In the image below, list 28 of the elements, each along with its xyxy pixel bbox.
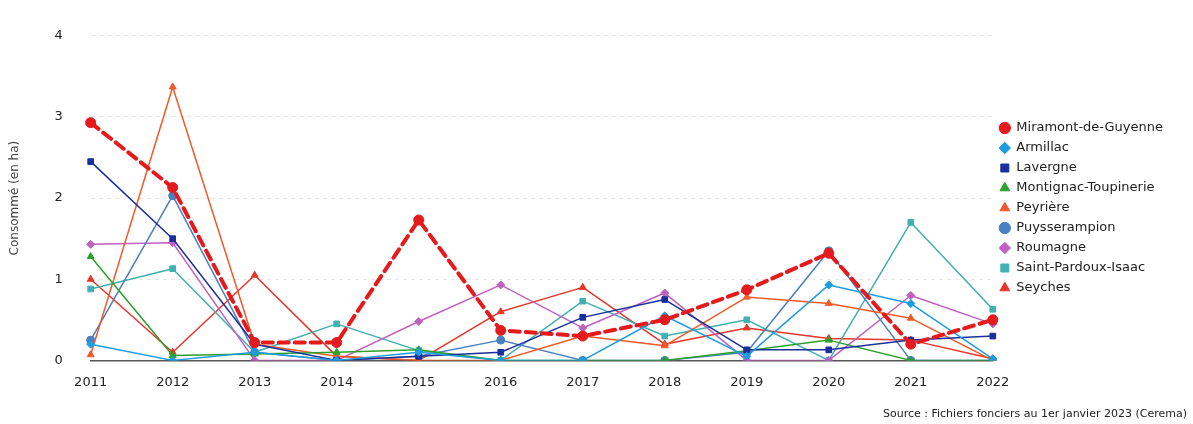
legend-label: Seyches xyxy=(1016,279,1071,295)
legend-label: Saint-Pardoux-Isaac xyxy=(1016,259,1146,275)
x-tick-label: 2012 xyxy=(156,373,190,389)
x-tick-label: 2018 xyxy=(648,373,682,389)
y-tick-label: 4 xyxy=(54,27,63,43)
x-tick-label: 2014 xyxy=(320,373,354,389)
y-tick-label: 2 xyxy=(54,189,63,205)
y-tick-label: 1 xyxy=(54,270,63,286)
x-tick-label: 2015 xyxy=(402,373,436,389)
legend-label: Montignac-Toupinerie xyxy=(1016,179,1155,195)
legend-label: Armillac xyxy=(1016,139,1069,155)
legend-label: Miramont-de-Guyenne xyxy=(1016,119,1164,135)
x-tick-label: 2011 xyxy=(74,373,108,389)
x-tick-label: 2016 xyxy=(484,373,518,389)
legend-label: Puysserampion xyxy=(1016,219,1116,235)
y-axis-title: Consommé (en ha) xyxy=(7,140,22,256)
x-tick-label: 2020 xyxy=(812,373,846,389)
legend-label: Roumagne xyxy=(1016,239,1087,255)
legend-label: Peyrière xyxy=(1016,199,1070,215)
x-tick-label: 2019 xyxy=(730,373,764,389)
x-tick-label: 2017 xyxy=(566,373,600,389)
x-tick-label: 2022 xyxy=(976,373,1010,389)
y-tick-label: 0 xyxy=(54,351,63,367)
y-tick-label: 3 xyxy=(54,108,63,124)
x-tick-label: 2021 xyxy=(894,373,928,389)
source-note: Source : Fichiers fonciers au 1er janvier 2023 (Cerema) xyxy=(883,407,1187,421)
x-tick-label: 2013 xyxy=(238,373,272,389)
legend-label: Lavergne xyxy=(1016,159,1077,175)
